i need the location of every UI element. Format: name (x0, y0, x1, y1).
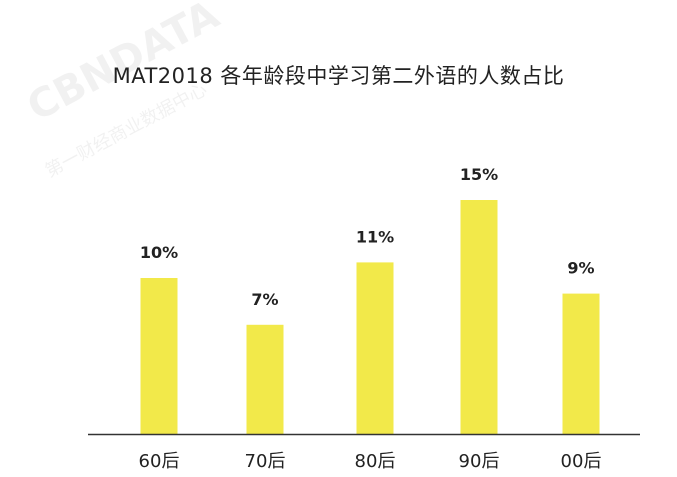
x-tick-label: 80后 (355, 451, 396, 472)
data-label: 11% (356, 227, 394, 246)
x-tick-label: 60后 (139, 451, 180, 472)
x-tick-label: 00后 (561, 451, 602, 472)
bar-70后 (246, 324, 284, 434)
x-tick-label: 90后 (459, 451, 500, 472)
x-tick-label: 70后 (245, 451, 286, 472)
bar-90后 (460, 200, 498, 434)
bar-80后 (356, 262, 394, 434)
data-label: 10% (140, 243, 178, 262)
bar-60后 (140, 278, 178, 434)
chart-title: MAT2018 各年龄段中学习第二外语的人数占比 (112, 64, 565, 88)
data-label: 9% (567, 259, 594, 278)
bar-00后 (562, 293, 600, 434)
data-label: 7% (251, 290, 278, 309)
data-label: 15% (460, 165, 498, 184)
